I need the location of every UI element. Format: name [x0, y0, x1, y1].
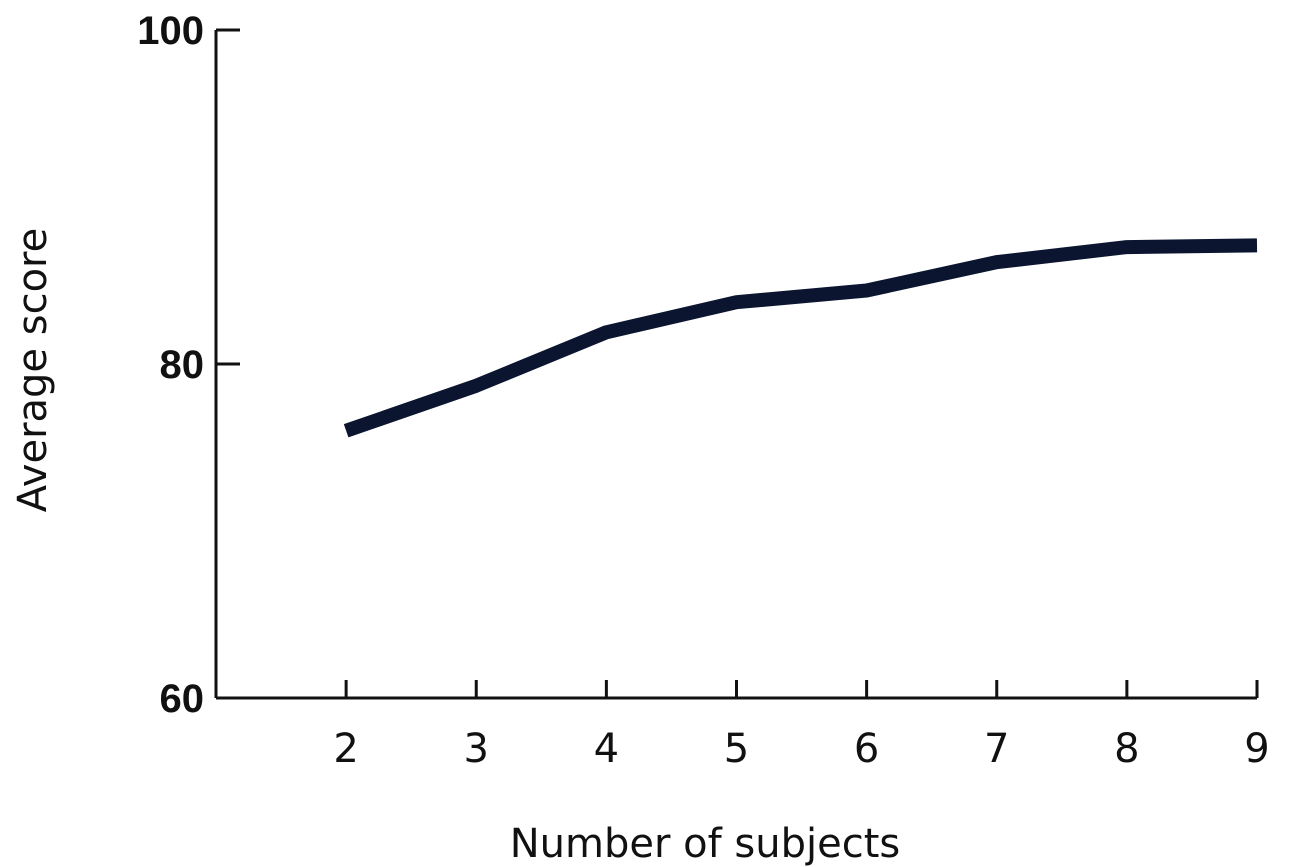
x-tick-label: 7	[984, 726, 1009, 772]
series-group	[343, 238, 1258, 438]
x-tick-label: 4	[594, 726, 619, 772]
x-axis-ticks: 2 3 4 5 6 7 8 9	[333, 680, 1270, 772]
x-axis-title: Number of subjects	[510, 821, 901, 867]
y-axis-title: Average score	[10, 228, 56, 512]
x-tick-label: 8	[1114, 726, 1139, 772]
y-tick-label: 100	[137, 9, 204, 53]
series-line	[343, 238, 1258, 438]
x-tick-label: 3	[464, 726, 489, 772]
x-tick-label: 2	[333, 726, 358, 772]
y-axis-ticks: 60 80 100	[137, 9, 240, 721]
plot-area: 60 80 100 2 3 4 5 6 7 8 9	[137, 9, 1269, 772]
x-tick-label: 5	[724, 726, 749, 772]
x-tick-label: 6	[854, 726, 879, 772]
y-tick-label: 80	[160, 343, 205, 387]
x-tick-label: 9	[1244, 726, 1269, 772]
y-tick-label: 60	[160, 677, 205, 721]
